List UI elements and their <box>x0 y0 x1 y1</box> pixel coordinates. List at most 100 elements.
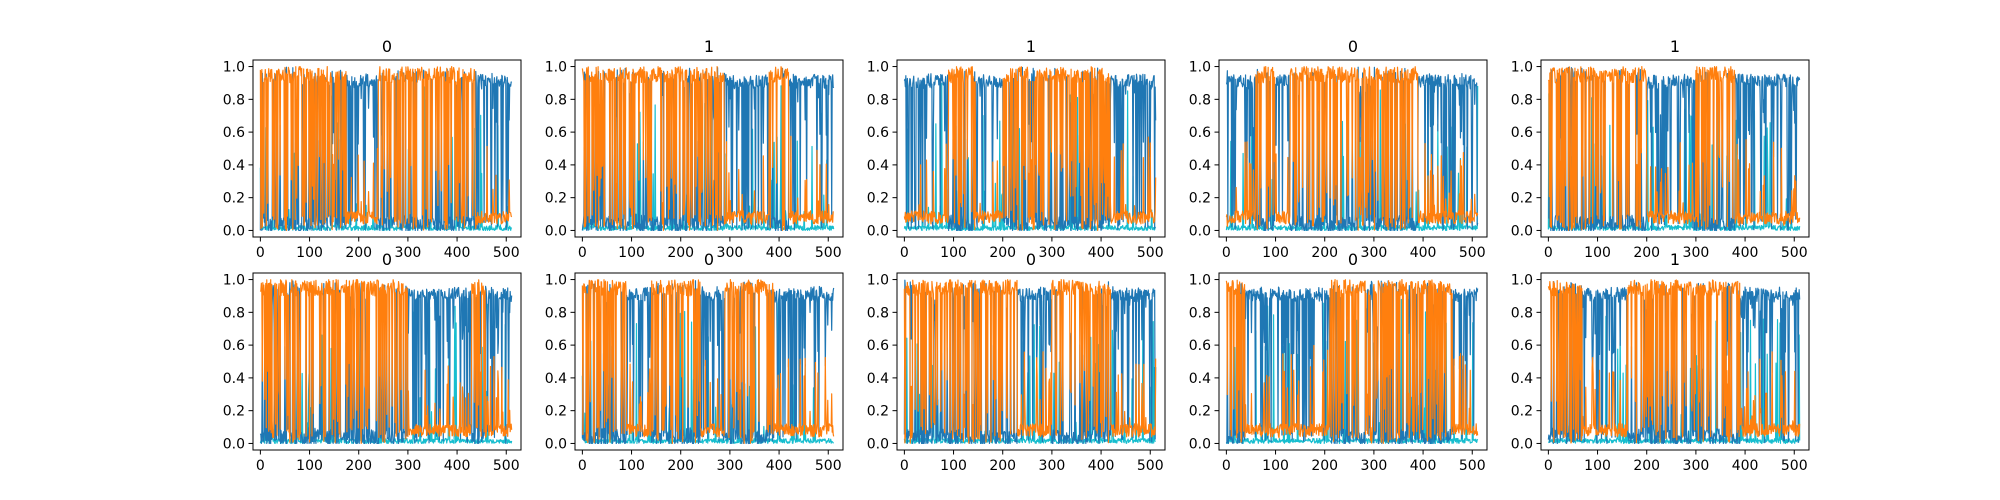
subplot-title: 0 <box>704 250 714 269</box>
y-tick-label: 0.2 <box>223 404 245 420</box>
x-tick-label: 500 <box>1781 245 1808 261</box>
series-group <box>1225 65 1479 232</box>
y-tick-label: 0.0 <box>223 436 245 452</box>
series-group <box>581 279 835 445</box>
y-tick-label: 0.0 <box>1189 223 1211 239</box>
x-tick-label: 500 <box>815 458 842 474</box>
x-tick-label: 500 <box>493 458 520 474</box>
y-tick-label: 0.8 <box>867 92 889 108</box>
y-tick-label: 0.2 <box>545 404 567 420</box>
y-tick-label: 0.0 <box>867 223 889 239</box>
series-blue-line <box>903 279 1157 445</box>
subplot-3: 0 100 200 300 400 500 0.0 0.2 0.4 0.6 0.8 1.0 1 <box>867 37 1166 261</box>
y-tick-label: 0.2 <box>1511 191 1533 207</box>
series-group <box>581 66 835 232</box>
series-blue-line <box>1548 66 1801 232</box>
y-tick-label: 0.0 <box>545 223 567 239</box>
y-tick-label: 0.6 <box>545 125 567 141</box>
x-tick-label: 300 <box>1683 245 1710 261</box>
series-group <box>903 66 1157 232</box>
y-tick-label: 0.6 <box>867 125 889 141</box>
x-tick-label: 200 <box>345 458 372 474</box>
y-tick-label: 0.8 <box>1189 92 1211 108</box>
series-blue-line <box>1547 281 1801 445</box>
x-tick-label: 100 <box>1584 458 1611 474</box>
y-tick-label: 0.6 <box>1189 125 1211 141</box>
subplot-5: 0 100 200 300 400 500 0.0 0.2 0.4 0.6 0.8 1.0 1 <box>1511 37 1810 261</box>
x-tick-label: 500 <box>1459 458 1486 474</box>
subplot-title: 1 <box>1670 250 1680 269</box>
series-orange-line <box>903 279 1157 444</box>
series-group <box>259 279 513 445</box>
x-tick-label: 0 <box>578 458 587 474</box>
x-tick-label: 400 <box>444 458 471 474</box>
y-tick-label: 0.4 <box>1189 371 1211 387</box>
x-tick-label: 0 <box>256 245 265 261</box>
x-tick-label: 300 <box>717 245 744 261</box>
x-tick-label: 400 <box>1410 458 1437 474</box>
y-tick-label: 1.0 <box>223 273 245 289</box>
series-orange-line <box>581 279 835 444</box>
y-tick-label: 1.0 <box>1511 60 1533 76</box>
axes-frame <box>252 272 522 451</box>
subplot-title: 0 <box>382 37 392 56</box>
x-tick-label: 200 <box>989 245 1016 261</box>
subplot-title: 0 <box>382 250 392 269</box>
x-tick-label: 300 <box>1683 458 1710 474</box>
y-tick-label: 0.6 <box>1189 338 1211 354</box>
x-tick-label: 500 <box>1781 458 1808 474</box>
x-tick-label: 100 <box>1262 245 1289 261</box>
y-tick-label: 0.8 <box>1511 92 1533 108</box>
x-tick-label: 200 <box>667 245 694 261</box>
subplot-title: 1 <box>1026 37 1036 56</box>
y-tick-label: 1.0 <box>223 60 245 76</box>
y-tick-label: 0.2 <box>867 191 889 207</box>
x-tick-label: 100 <box>940 458 967 474</box>
x-tick-label: 0 <box>578 245 587 261</box>
subplot-9: 0 100 200 300 400 500 0.0 0.2 0.4 0.6 0.8 1.0 0 <box>1189 250 1488 474</box>
series-orange-line <box>903 66 1157 232</box>
x-tick-label: 100 <box>940 245 967 261</box>
y-tick-label: 0.0 <box>1189 436 1211 452</box>
series-group <box>1225 278 1479 445</box>
y-tick-label: 0.4 <box>223 158 245 174</box>
subplot-title: 0 <box>1026 250 1036 269</box>
x-tick-label: 500 <box>493 245 520 261</box>
x-tick-label: 0 <box>1222 245 1231 261</box>
y-tick-label: 0.6 <box>1511 338 1533 354</box>
y-tick-label: 0.0 <box>867 436 889 452</box>
y-tick-label: 0.8 <box>223 305 245 321</box>
y-tick-label: 0.0 <box>1511 223 1533 239</box>
y-tick-label: 1.0 <box>1189 273 1211 289</box>
x-tick-label: 300 <box>1039 245 1066 261</box>
axes-frame <box>1218 272 1488 451</box>
y-tick-label: 1.0 <box>1189 60 1211 76</box>
y-tick-label: 1.0 <box>867 60 889 76</box>
x-tick-label: 200 <box>1311 458 1338 474</box>
x-tick-label: 200 <box>1633 458 1660 474</box>
x-tick-label: 500 <box>1459 245 1486 261</box>
y-tick-label: 0.0 <box>1511 436 1533 452</box>
x-tick-label: 400 <box>766 458 793 474</box>
series-orange-line <box>581 66 835 231</box>
y-tick-label: 0.4 <box>545 371 567 387</box>
y-tick-label: 0.4 <box>1189 158 1211 174</box>
y-tick-label: 0.4 <box>223 371 245 387</box>
x-tick-label: 300 <box>1361 245 1388 261</box>
x-tick-label: 0 <box>256 458 265 474</box>
axes-frame <box>1540 272 1810 451</box>
x-tick-label: 100 <box>618 245 645 261</box>
series-group <box>903 279 1157 445</box>
x-tick-label: 300 <box>717 458 744 474</box>
subplot-title: 1 <box>1670 37 1680 56</box>
axes-frame <box>252 59 522 238</box>
axes-frame <box>574 59 844 238</box>
x-tick-label: 0 <box>1222 458 1231 474</box>
x-tick-label: 0 <box>1544 245 1553 261</box>
x-tick-label: 0 <box>900 458 909 474</box>
x-tick-label: 500 <box>1137 245 1164 261</box>
y-tick-label: 0.8 <box>1189 305 1211 321</box>
subplot-1: 0 100 200 300 400 500 0.0 0.2 0.4 0.6 0.8 1.0 0 <box>223 37 522 261</box>
series-cyan-line <box>1225 298 1479 445</box>
y-tick-label: 0.8 <box>545 305 567 321</box>
